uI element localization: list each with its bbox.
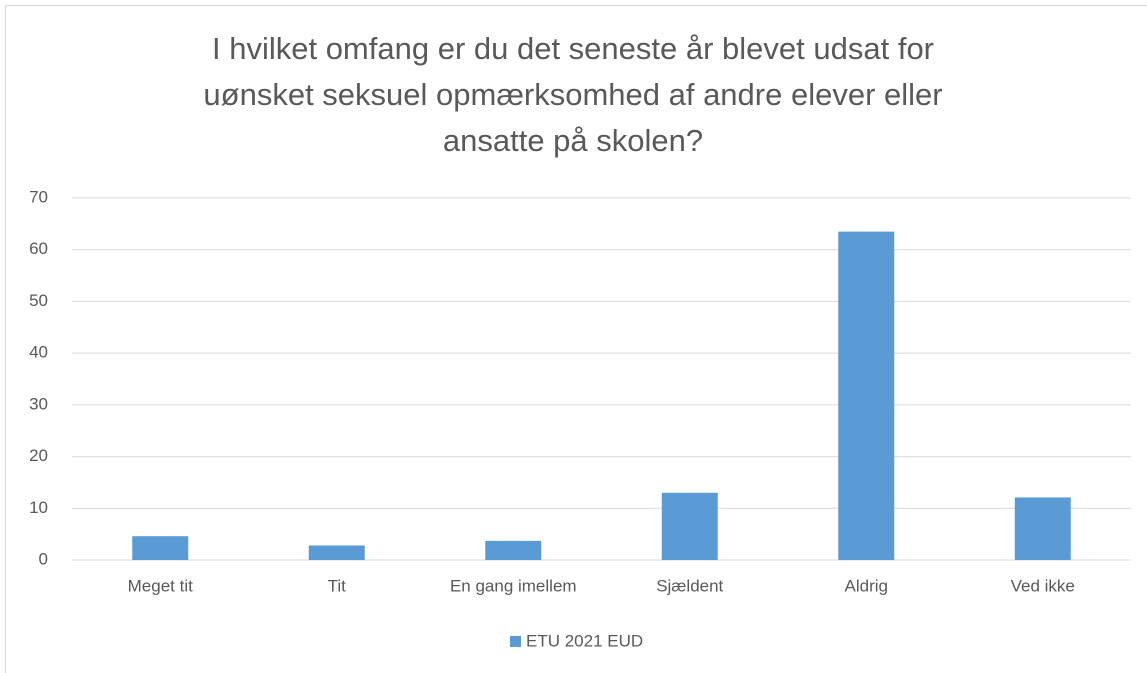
x-tick-label: Tit (328, 576, 347, 595)
y-tick-label: 20 (29, 446, 48, 465)
x-tick-label: En gang imellem (450, 576, 577, 595)
y-tick-label: 10 (29, 498, 48, 517)
y-tick-label: 50 (29, 291, 48, 310)
y-tick-label: 70 (29, 187, 48, 206)
y-tick-label: 0 (39, 549, 48, 568)
legend-label: ETU 2021 EUD (526, 631, 643, 650)
bar (1014, 497, 1071, 560)
y-tick-label: 30 (29, 394, 48, 413)
x-tick-label: Aldrig (845, 576, 888, 595)
bar (838, 231, 895, 560)
x-tick-label: Meget tit (128, 576, 193, 595)
bar (661, 492, 718, 560)
bar (308, 545, 365, 560)
bar (132, 536, 189, 560)
legend-swatch (510, 636, 521, 647)
x-tick-label: Sjældent (656, 576, 723, 595)
x-tick-label: Ved ikke (1011, 576, 1075, 595)
y-tick-label: 60 (29, 239, 48, 258)
bar (485, 540, 542, 560)
y-tick-label: 40 (29, 343, 48, 362)
chart-title: I hvilket omfang er du det seneste år bl… (203, 31, 943, 158)
chart-border (5, 5, 1147, 673)
